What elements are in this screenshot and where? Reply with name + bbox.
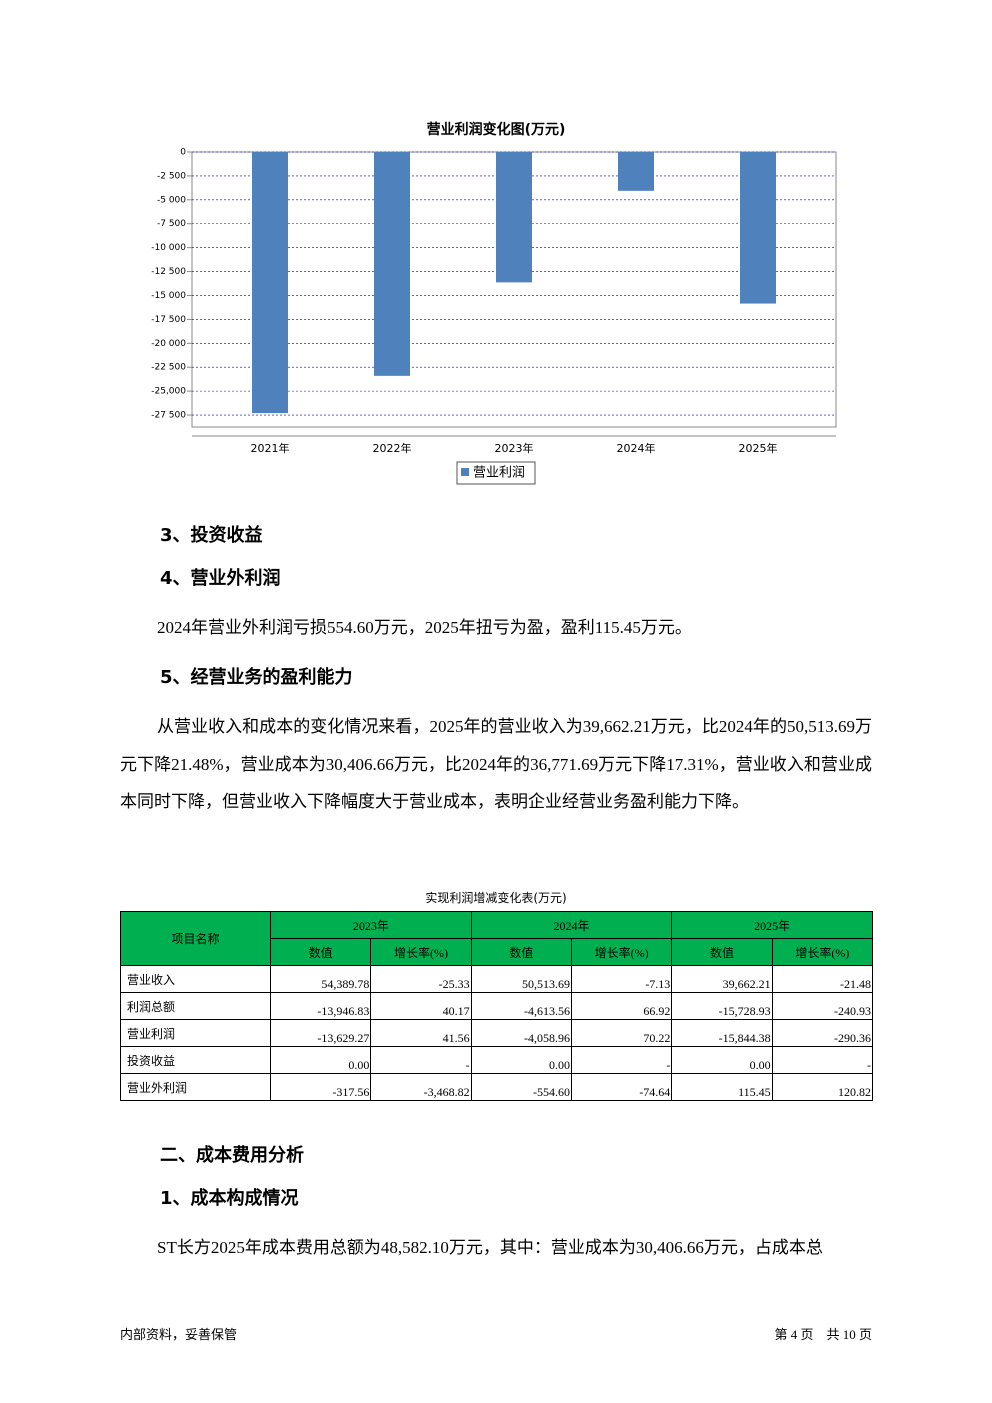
table-cell: 54,389.78 xyxy=(269,965,372,993)
table-cell: 115.45 xyxy=(671,1073,773,1101)
bar xyxy=(496,152,532,283)
footer-left: 内部资料，妥善保管 xyxy=(120,1327,238,1342)
table-cell: -7.13 xyxy=(570,965,673,993)
heading: 4、营业外利润 xyxy=(160,568,281,589)
x-tick-label: 2021年 xyxy=(251,441,290,455)
table-title: 实现利润增减变化表(万元) xyxy=(425,891,567,905)
bar xyxy=(740,152,776,304)
table-cell: -15,728.93 xyxy=(671,992,773,1020)
paragraph: 从营业收入和成本的变化情况来看，2025年的营业收入为39,662.21万元，比… xyxy=(120,717,872,811)
table: 项目名称 2023年 2024年 2025年 数值 增长率(%) 数值 增长率(%) 数值 增长率… xyxy=(120,911,874,1101)
header-cell: 2023年 xyxy=(270,911,472,939)
chart-title: 营业利润变化图(万元) xyxy=(427,121,566,138)
bar xyxy=(252,152,288,414)
table-cell: -13,629.27 xyxy=(269,1019,372,1047)
table-cell: -21.48 xyxy=(771,965,874,993)
table-row: 营业外利润 -317.56 -3,468.82 -554.60 -74.64 115.45… xyxy=(120,1073,874,1101)
table-cell: - xyxy=(370,1046,472,1074)
heading: 二、成本费用分析 xyxy=(160,1145,304,1166)
x-tick-label: 2025年 xyxy=(739,441,778,455)
table-cell: 41.56 xyxy=(370,1019,472,1047)
table-cell: 营业外利润 xyxy=(120,1073,271,1101)
header-cell: 项目名称 xyxy=(120,911,271,966)
table-cell: 利润总额 xyxy=(120,992,271,1020)
heading: 1、成本构成情况 xyxy=(160,1188,299,1209)
table-cell: 40.17 xyxy=(370,992,472,1020)
y-tick-label: 0 xyxy=(180,148,186,158)
table-cell: 0.00 xyxy=(671,1046,773,1074)
heading: 3、投资收益 xyxy=(160,525,263,546)
table-cell: 0.00 xyxy=(269,1046,372,1074)
table-cell: -317.56 xyxy=(269,1073,372,1101)
heading: 5、经营业务的盈利能力 xyxy=(160,667,353,688)
table-cell: -15,844.38 xyxy=(671,1019,773,1047)
table-cell: - xyxy=(771,1046,874,1074)
legend-label: 营业利润 xyxy=(473,466,525,481)
table-row: 利润总额 -13,946.83 40.17 -4,613.56 66.92 -15,728… xyxy=(120,992,874,1020)
paragraph: 2024年营业外利润亏损554.60万元，2025年扭亏为盈，盈利115.45万… xyxy=(157,618,692,637)
table-cell: -74.64 xyxy=(570,1073,673,1101)
header-cell: 2025年 xyxy=(671,911,873,939)
y-tick-label: -5 000 xyxy=(157,195,186,205)
table-cell: -4,058.96 xyxy=(470,1019,572,1047)
y-tick-label: -20 000 xyxy=(151,339,186,349)
y-tick-label: -7 500 xyxy=(157,219,186,229)
header-cell: 2024年 xyxy=(470,911,673,939)
y-tick-label: -22 500 xyxy=(151,363,186,373)
table-cell: -554.60 xyxy=(470,1073,572,1101)
y-tick-label: -15 000 xyxy=(151,291,186,301)
header-cell: 增长率(%) xyxy=(370,938,472,966)
table-cell: 营业利润 xyxy=(120,1019,271,1047)
table-cell: - xyxy=(570,1046,673,1074)
y-tick-label: -10 000 xyxy=(151,243,186,253)
table-row: 营业利润 -13,629.27 41.56 -4,058.96 70.22 -15,844… xyxy=(120,1019,874,1047)
footer-right: 第 4 页 共 10 页 xyxy=(774,1327,872,1342)
y-tick-label: -27 500 xyxy=(151,411,186,421)
legend-swatch xyxy=(461,468,469,476)
table-cell: 0.00 xyxy=(470,1046,572,1074)
table-cell: -4,613.56 xyxy=(470,992,572,1020)
table-cell: 50,513.69 xyxy=(470,965,572,993)
header-cell: 增长率(%) xyxy=(570,938,673,966)
header-cell: 数值 xyxy=(470,938,572,966)
bar xyxy=(618,152,654,191)
legend-box xyxy=(456,461,536,485)
paragraph: ST长方2025年成本费用总额为48,582.10万元，其中：营业成本为30,4… xyxy=(157,1238,823,1257)
table-cell: -13,946.83 xyxy=(269,992,372,1020)
y-tick-label: -25,000 xyxy=(151,387,186,397)
bar xyxy=(374,152,410,376)
y-tick-label: -12 500 xyxy=(151,267,186,277)
table-row: 营业收入 54,389.78 -25.33 50,513.69 -7.13 39,662.… xyxy=(120,965,874,993)
table-cell: -290.36 xyxy=(771,1019,874,1047)
chart: 营业利润变化图(万元) 0 -2 500 -5 000 -7 500 -10 000 -1… xyxy=(151,121,837,485)
table-cell: -240.93 xyxy=(771,992,874,1020)
header-cell: 增长率(%) xyxy=(771,938,874,966)
table-cell: -3,468.82 xyxy=(370,1073,472,1101)
y-tick-label: -2 500 xyxy=(157,171,186,181)
x-tick-label: 2023年 xyxy=(495,441,534,455)
table-cell: 投资收益 xyxy=(120,1046,271,1074)
x-tick-label: 2024年 xyxy=(617,441,656,455)
header-cell: 数值 xyxy=(269,938,372,966)
table-cell: 66.92 xyxy=(570,992,673,1020)
table-cell: -25.33 xyxy=(370,965,472,993)
header-cell: 数值 xyxy=(671,938,773,966)
table-row: 投资收益 0.00-0.00-0.00- xyxy=(120,1046,874,1074)
table-cell: 120.82 xyxy=(771,1073,874,1101)
x-tick-label: 2022年 xyxy=(373,441,412,455)
table-cell: 70.22 xyxy=(570,1019,673,1047)
table-cell: 营业收入 xyxy=(120,965,271,993)
y-tick-label: -17 500 xyxy=(151,315,186,325)
table-cell: 39,662.21 xyxy=(671,965,773,993)
